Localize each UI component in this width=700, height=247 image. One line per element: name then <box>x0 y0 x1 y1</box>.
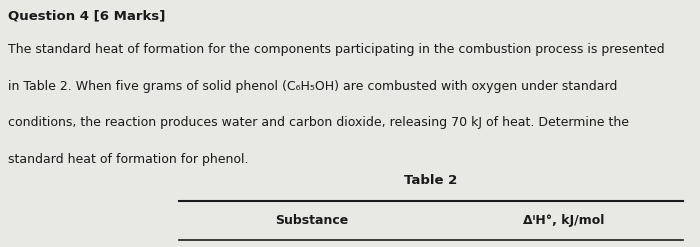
Text: Substance: Substance <box>275 214 348 227</box>
Text: conditions, the reaction produces water and carbon dioxide, releasing 70 kJ of h: conditions, the reaction produces water … <box>8 116 629 129</box>
Text: Question 4 [6 Marks]: Question 4 [6 Marks] <box>8 10 166 23</box>
Text: The standard heat of formation for the components participating in the combustio: The standard heat of formation for the c… <box>8 43 665 56</box>
Text: in Table 2. When five grams of solid phenol (C₆H₅OH) are combusted with oxygen u: in Table 2. When five grams of solid phe… <box>8 80 618 93</box>
Text: Table 2: Table 2 <box>404 174 457 187</box>
Text: standard heat of formation for phenol.: standard heat of formation for phenol. <box>8 153 249 166</box>
Text: ΔⁱH°, kJ/mol: ΔⁱH°, kJ/mol <box>523 214 604 227</box>
